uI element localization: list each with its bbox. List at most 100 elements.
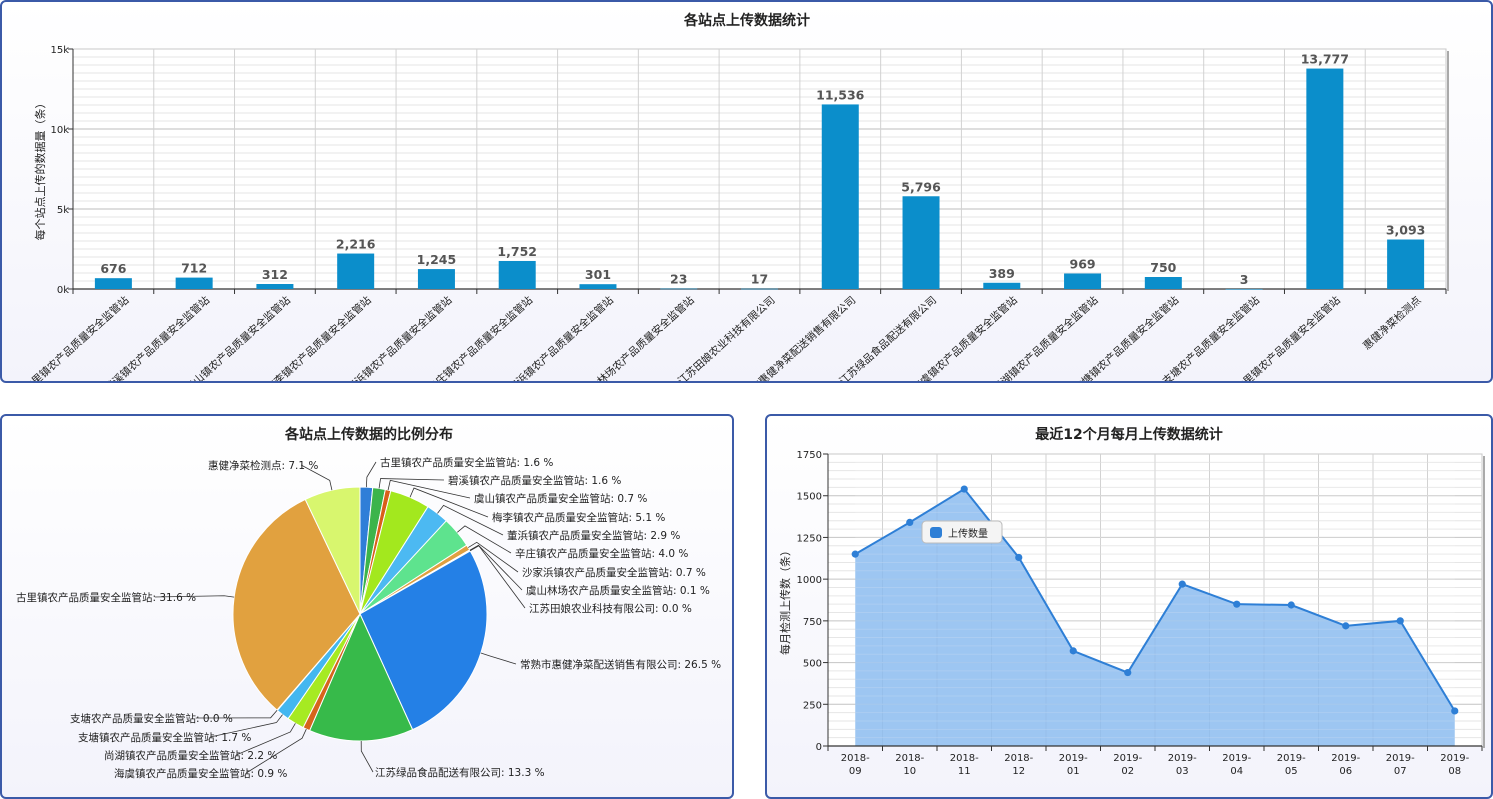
pie-connector xyxy=(469,545,526,609)
pie-slice-label: 虞山林场农产品质量安全监管站: 0.1 % xyxy=(526,584,710,597)
area-legend-box xyxy=(921,520,1003,544)
bar xyxy=(94,278,132,289)
bar-data-label: 3 xyxy=(1240,272,1249,287)
area-point xyxy=(906,518,914,527)
bar-data-label: 676 xyxy=(100,261,126,276)
area-y-tick-label: 1000 xyxy=(797,575,822,586)
area-x-tick-label-year: 2019- xyxy=(1386,753,1415,764)
bar-data-label: 2,216 xyxy=(336,237,376,252)
bar-data-label: 11,536 xyxy=(816,87,865,102)
pie-connector xyxy=(236,723,296,756)
area-chart: 最近12个月每月上传数据统计 0 250 500 750 1000 1250 1500 1750… xyxy=(778,426,1485,777)
bar-y-tick-label: 15k xyxy=(50,45,69,56)
bar xyxy=(1387,239,1425,289)
pie-connector xyxy=(365,461,377,488)
bar-data-label: 712 xyxy=(181,261,207,276)
pie-connector xyxy=(437,504,504,536)
pie-connector xyxy=(360,740,374,773)
pie-slice-label: 董浜镇农产品质量安全监管站: 2.9 % xyxy=(507,529,680,542)
area-point xyxy=(960,485,968,493)
pie-connector xyxy=(210,714,283,738)
bar-chart-title: 各站点上传数据统计 xyxy=(683,12,810,29)
pie-slice-label: 梅李镇农产品质量安全监管站: 5.1 % xyxy=(492,511,665,524)
area-point xyxy=(1124,668,1132,677)
area-x-tick-label-year: 2018- xyxy=(1004,753,1033,764)
bar xyxy=(498,260,536,289)
area-x-tick-label-year: 2018- xyxy=(841,753,870,764)
bar xyxy=(821,104,859,289)
bar xyxy=(1306,68,1344,290)
bar xyxy=(1064,273,1102,289)
pie-connector xyxy=(457,525,512,554)
bar-y-tick-label: 5k xyxy=(57,205,69,216)
pie-slice-label: 支塘镇农产品质量安全监管站: 1.7 % xyxy=(78,731,251,744)
area-x-tick-label-year: 2019- xyxy=(1222,753,1251,764)
pie-connector xyxy=(480,652,517,665)
pie-slice-label: 江苏田娘农业科技有限公司: 0.0 % xyxy=(529,602,692,615)
bar xyxy=(337,253,375,289)
area-x-tick-label-year: 2019- xyxy=(1331,753,1360,764)
bar-category-label: 古里镇农产品质量安全监管站 xyxy=(21,293,132,381)
area-x-tick-label-month: 03 xyxy=(1176,766,1189,777)
area-y-tick-label: 1750 xyxy=(797,450,822,461)
area-x-tick-label-month: 10 xyxy=(903,766,916,777)
bar xyxy=(902,196,940,289)
bar-y-axis-label: 每个站点上传的数据量（条） xyxy=(33,98,47,241)
area-x-tick-label-month: 05 xyxy=(1285,766,1298,777)
area-x-tick-label-month: 07 xyxy=(1394,766,1407,777)
pie-slice-label: 古里镇农产品质量安全监管站: 1.6 % xyxy=(380,456,553,469)
bar-data-label: 5,796 xyxy=(901,179,941,194)
area-x-tick-label-month: 01 xyxy=(1067,766,1080,777)
area-legend-label: 上传数量 xyxy=(948,527,988,540)
area-point xyxy=(1178,580,1186,588)
bar-y-tick-label: 0k xyxy=(57,285,69,296)
bar-category-label: 常熟市惠健净菜配送销售有限公司 xyxy=(733,294,859,381)
area-x-tick-label-year: 2019- xyxy=(1059,753,1088,764)
bar-data-label: 17 xyxy=(751,272,768,287)
bar-data-label: 13,777 xyxy=(1301,52,1349,67)
bar xyxy=(660,288,698,290)
pie-slice-label: 碧溪镇农产品质量安全监管站: 1.6 % xyxy=(448,474,621,487)
pie-slice-label: 惠健净菜检测点: 7.1 % xyxy=(208,459,318,472)
area-x-tick-label-month: 09 xyxy=(849,766,862,777)
bar-data-label: 1,245 xyxy=(417,252,457,267)
bar-data-label: 389 xyxy=(989,266,1015,281)
area-y-tick-label: 750 xyxy=(803,617,822,628)
bar xyxy=(1225,288,1263,290)
area-x-tick-label-month: 12 xyxy=(1012,766,1025,777)
bar-data-label: 23 xyxy=(670,272,687,287)
area-y-tick-label: 0 xyxy=(816,742,822,753)
bar xyxy=(983,282,1021,289)
pie-slice-label: 海虞镇农产品质量安全监管站: 0.9 % xyxy=(114,767,287,780)
area-point xyxy=(1287,601,1295,609)
area-y-axis-label: 每月检测上传数（条） xyxy=(778,545,792,655)
pie-slice-label: 沙家浜镇农产品质量安全监管站: 0.7 % xyxy=(522,566,706,579)
pie-connector xyxy=(154,595,235,598)
area-point xyxy=(1342,622,1350,630)
pie-connector xyxy=(378,478,445,489)
area-x-tick-label-year: 2019- xyxy=(1440,753,1469,764)
pie-slice-label: 支塘农产品质量安全监管站: 0.0 % xyxy=(70,712,233,725)
bar-data-label: 969 xyxy=(1070,256,1096,271)
pie-slice-label: 虞山镇农产品质量安全监管站: 0.7 % xyxy=(474,492,647,505)
area-y-tick-label: 500 xyxy=(803,659,822,670)
area-x-tick-label-year: 2019- xyxy=(1113,753,1142,764)
area-fill xyxy=(855,489,1455,746)
area-x-tick-label-month: 11 xyxy=(958,766,971,777)
pie-slice-label: 古里镇农产品质量安全监管站: 31.6 % xyxy=(16,591,196,604)
pie-chart-title: 各站点上传数据的比例分布 xyxy=(284,426,453,443)
bar xyxy=(175,277,213,289)
area-point xyxy=(851,550,859,558)
area-chart-title: 最近12个月每月上传数据统计 xyxy=(1035,426,1222,443)
bar-chart: 各站点上传数据统计 0k 5k 10k 15k 每个站点上传的数据量（条） 676 古里镇农产… xyxy=(21,12,1449,381)
area-y-tick-label: 250 xyxy=(803,700,822,711)
bar xyxy=(741,288,778,290)
area-x-tick-label-month: 08 xyxy=(1448,766,1461,777)
pie-slice xyxy=(304,486,361,615)
area-legend: 上传数量 xyxy=(921,520,1003,544)
bar-y-tick-label: 10k xyxy=(50,125,69,136)
area-legend-swatch xyxy=(930,527,942,538)
bar xyxy=(256,284,294,289)
pie-slice xyxy=(308,612,414,742)
